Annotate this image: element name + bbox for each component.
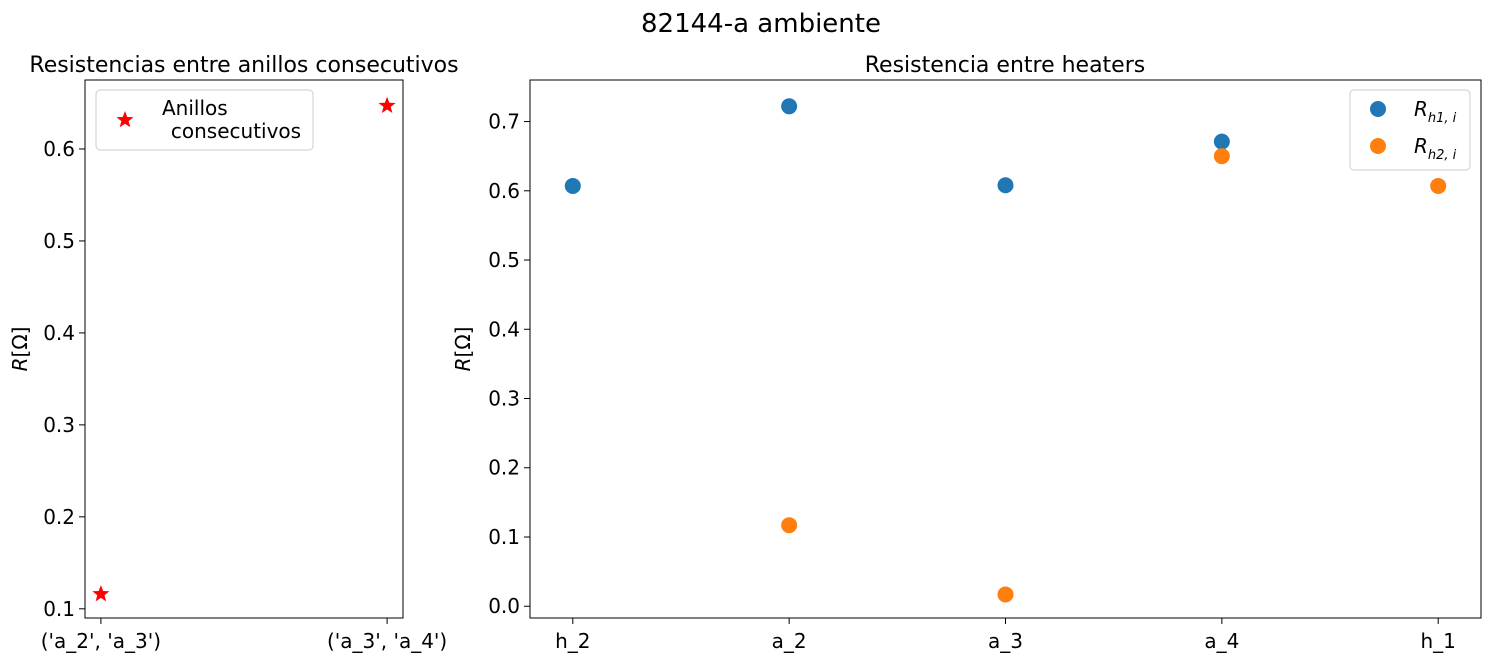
right-xtick-label: a_3	[988, 629, 1023, 653]
left-legend-box	[95, 89, 314, 151]
right-ytick-label: 0.6	[488, 179, 520, 203]
right-xtick-label: h_2	[555, 629, 590, 653]
left-ytick-label: 0.2	[43, 505, 75, 529]
right-ytick-label: 0.3	[488, 387, 520, 411]
left-ytick-label: 0.3	[43, 413, 75, 437]
right-series1-point	[564, 177, 581, 194]
left-legend-label-line1: Anillos	[162, 96, 228, 120]
left-chart-ticks: 0.1 0.2 0.3 0.4 0.5 0.6 ('a_2', 'a_3') ('a_3', …	[41, 137, 447, 653]
right-xtick-label: h_1	[1421, 629, 1456, 653]
left-ytick-label: 0.4	[43, 321, 75, 345]
right-series1-point	[1213, 133, 1230, 150]
legend-series-h2-marker	[1370, 138, 1386, 154]
right-ytick-label: 0.7	[488, 110, 520, 134]
left-legend-star-icon	[116, 111, 134, 128]
right-chart-ticks: 0.0 0.1 0.2 0.3 0.4 0.5 0.6 0.7 h_2 a_2 a_3 a_4 h_1	[488, 110, 1456, 653]
right-chart-ylabel: R[Ω]	[451, 327, 475, 372]
right-xtick-label: a_4	[1204, 629, 1239, 653]
left-ytick-label: 0.1	[43, 597, 75, 621]
left-chart-legend: Anillos consecutivos	[95, 89, 314, 151]
right-chart: Resistencia entre heaters R[Ω] 0.0 0.1 0.2…	[451, 53, 1482, 653]
figure-suptitle: 82144-a ambiente	[641, 9, 881, 39]
right-chart-title: Resistencia entre heaters	[865, 53, 1145, 78]
right-ytick-label: 0.5	[488, 248, 520, 272]
left-ytick-label: 0.5	[43, 229, 75, 253]
left-legend-label-line2: consecutivos	[171, 119, 301, 143]
right-ytick-label: 0.4	[488, 317, 520, 341]
legend-series-h2-label: Rh2, i	[1414, 134, 1457, 163]
right-series2-point	[1213, 148, 1230, 165]
legend-series-h1-label: Rh1, i	[1414, 97, 1457, 126]
legend-series-h1-marker	[1370, 101, 1386, 117]
left-chart-frame	[84, 79, 404, 619]
left-chart-ylabel: R[Ω]	[8, 327, 32, 372]
right-series2-point	[997, 586, 1014, 603]
left-legend-label: Anillos consecutivos	[162, 96, 301, 143]
left-xtick-label: ('a_2', 'a_3')	[41, 629, 161, 653]
left-chart-title: Resistencias entre anillos consecutivos	[29, 53, 458, 78]
left-chart-marks	[92, 96, 396, 602]
left-xtick-label: ('a_3', 'a_4')	[327, 629, 447, 653]
right-xtick-label: a_2	[772, 629, 807, 653]
right-ytick-label: 0.2	[488, 456, 520, 480]
right-ytick-label: 0.0	[488, 594, 520, 618]
right-series2-point	[781, 517, 798, 534]
right-chart-legend: Rh1, i Rh2, i	[1349, 89, 1471, 171]
right-chart-marks	[564, 98, 1447, 603]
left-ytick-label: 0.6	[43, 137, 75, 161]
left-chart: Resistencias entre anillos consecutivos …	[8, 53, 459, 653]
right-chart-frame	[529, 79, 1482, 619]
left-series1-point	[378, 96, 396, 114]
right-ytick-label: 0.1	[488, 525, 520, 549]
right-series1-point	[781, 98, 798, 115]
right-series1-point	[997, 177, 1014, 194]
right-series2-point	[1430, 177, 1447, 194]
left-series1-point	[92, 585, 110, 602]
